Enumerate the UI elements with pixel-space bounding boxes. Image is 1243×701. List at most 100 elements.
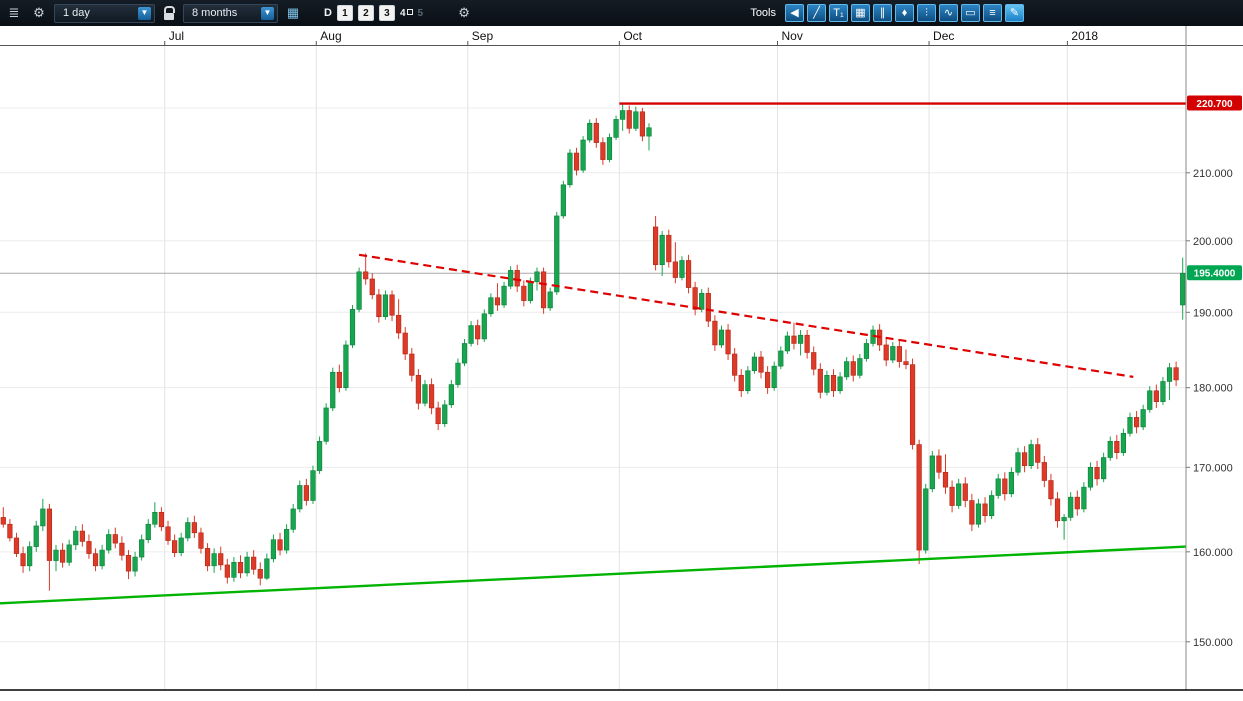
draw-tool-icon[interactable]: ✎ xyxy=(1005,4,1024,22)
month-label: 2018 xyxy=(1071,29,1098,43)
candle-up xyxy=(1107,441,1113,458)
candle-down xyxy=(639,111,646,137)
text-tool-icon[interactable]: T₁ xyxy=(829,4,848,22)
month-label: Aug xyxy=(320,29,341,43)
candle-down xyxy=(712,320,718,346)
candle-up xyxy=(1140,409,1146,428)
marker-tool-icon[interactable]: ♦ xyxy=(895,4,914,22)
candle-up xyxy=(587,122,593,141)
price-chart[interactable]: 210.000 200.000 190.000 180.000 170.000 160.0… xyxy=(0,26,1243,701)
candle-down xyxy=(218,553,224,566)
downtrend-line[interactable] xyxy=(358,253,1134,378)
candle-down xyxy=(409,353,415,376)
candle-up xyxy=(448,384,454,406)
candle-up xyxy=(145,523,151,540)
candle-up xyxy=(890,346,896,361)
calendar-icon[interactable]: ▦ xyxy=(286,5,300,20)
period-4-button[interactable]: 4 xyxy=(400,8,413,19)
candle-up xyxy=(231,562,237,578)
candle-down xyxy=(738,375,744,392)
candle-up xyxy=(844,361,850,378)
candle-down xyxy=(540,271,547,309)
candle-down xyxy=(732,353,738,376)
candle-up xyxy=(771,365,777,388)
candle-down xyxy=(666,234,672,263)
price-tick-label: 160.000 xyxy=(1193,547,1233,559)
grid-tool-icon[interactable]: ▦ xyxy=(851,4,870,22)
candle-up xyxy=(382,294,389,318)
candle-up xyxy=(580,139,586,171)
price-tick-label: 210.000 xyxy=(1193,168,1233,180)
candle-down xyxy=(692,287,698,310)
candle-up xyxy=(297,485,303,510)
candle-down xyxy=(962,483,968,501)
candle-up xyxy=(560,184,566,217)
channel-tool-icon[interactable]: ∥ xyxy=(873,4,892,22)
candle-up xyxy=(152,512,158,525)
chart-settings-gear-icon[interactable]: ⚙ xyxy=(458,5,470,20)
watchlist-icon[interactable]: ≣ xyxy=(8,5,20,20)
last-price-tag: 195.4000 xyxy=(1187,265,1242,281)
candle-up xyxy=(1160,381,1166,402)
collapse-tools-icon[interactable]: ◀ xyxy=(785,4,804,22)
chevron-down-icon: ▼ xyxy=(138,6,151,20)
candle-up xyxy=(99,549,105,567)
candle-down xyxy=(0,517,6,525)
candle-up xyxy=(455,362,461,385)
candle-up xyxy=(659,234,665,266)
period-3-button[interactable]: 3 xyxy=(378,5,395,21)
candle-down xyxy=(1114,441,1120,453)
candle-down xyxy=(13,537,20,554)
candle-up xyxy=(139,539,145,558)
candle-up xyxy=(956,483,962,506)
candle-down xyxy=(59,549,66,563)
candle-down xyxy=(165,526,171,541)
candle-up xyxy=(857,358,863,376)
candle-down xyxy=(251,556,257,570)
candle-down xyxy=(982,503,988,517)
candle-up xyxy=(1015,452,1021,473)
print-tool-icon[interactable]: ≡ xyxy=(983,4,1002,22)
candle-down xyxy=(1041,462,1047,481)
candle-up xyxy=(534,271,540,283)
month-label: Jul xyxy=(169,29,184,43)
lock-shackle xyxy=(163,6,175,13)
candle-down xyxy=(125,555,132,572)
candle-down xyxy=(600,142,606,160)
tools-group: Tools ◀ ╱ T₁ ▦ ∥ ♦ ⫶ ∿ ▭ ≡ ✎ xyxy=(750,4,1024,22)
candle-down xyxy=(277,539,283,551)
price-tick-label: 150.000 xyxy=(1193,637,1233,649)
lock-icon[interactable] xyxy=(160,4,178,22)
candle-down xyxy=(7,523,13,539)
period-2-button[interactable]: 2 xyxy=(357,5,374,21)
settings-gear-icon[interactable]: ⚙ xyxy=(33,5,45,20)
candle-down xyxy=(1133,417,1140,428)
shape-tool-icon[interactable]: ▭ xyxy=(961,4,980,22)
candle-up xyxy=(778,350,784,367)
period-5-button: 5 xyxy=(417,7,424,19)
candle-down xyxy=(758,356,764,373)
candle-up xyxy=(343,344,349,388)
uptrend-line[interactable] xyxy=(0,545,1187,605)
candle-down xyxy=(224,564,230,578)
candle-up xyxy=(1087,467,1094,488)
period-1-button[interactable]: 1 xyxy=(336,5,353,21)
candle-up xyxy=(975,503,982,525)
price-axis[interactable] xyxy=(1186,26,1243,701)
candle-down xyxy=(791,335,797,344)
candle-down xyxy=(883,344,889,361)
candle-up xyxy=(468,325,474,344)
wave-tool-icon[interactable]: ∿ xyxy=(939,4,958,22)
time-axis[interactable] xyxy=(0,26,1243,45)
candle-up xyxy=(310,470,316,501)
period-mode-label[interactable]: D xyxy=(324,7,332,19)
chart-background xyxy=(0,26,1243,701)
timeframe-dropdown[interactable]: 1 day ▼ xyxy=(54,3,155,23)
gridlines xyxy=(0,46,1186,690)
bars-tool-icon[interactable]: ⫶ xyxy=(917,4,936,22)
candle-down xyxy=(396,314,402,334)
range-dropdown[interactable]: 8 months ▼ xyxy=(183,3,278,23)
trendline-tool-icon[interactable]: ╱ xyxy=(807,4,826,22)
candle-up xyxy=(290,508,296,530)
candle-down xyxy=(896,346,902,362)
